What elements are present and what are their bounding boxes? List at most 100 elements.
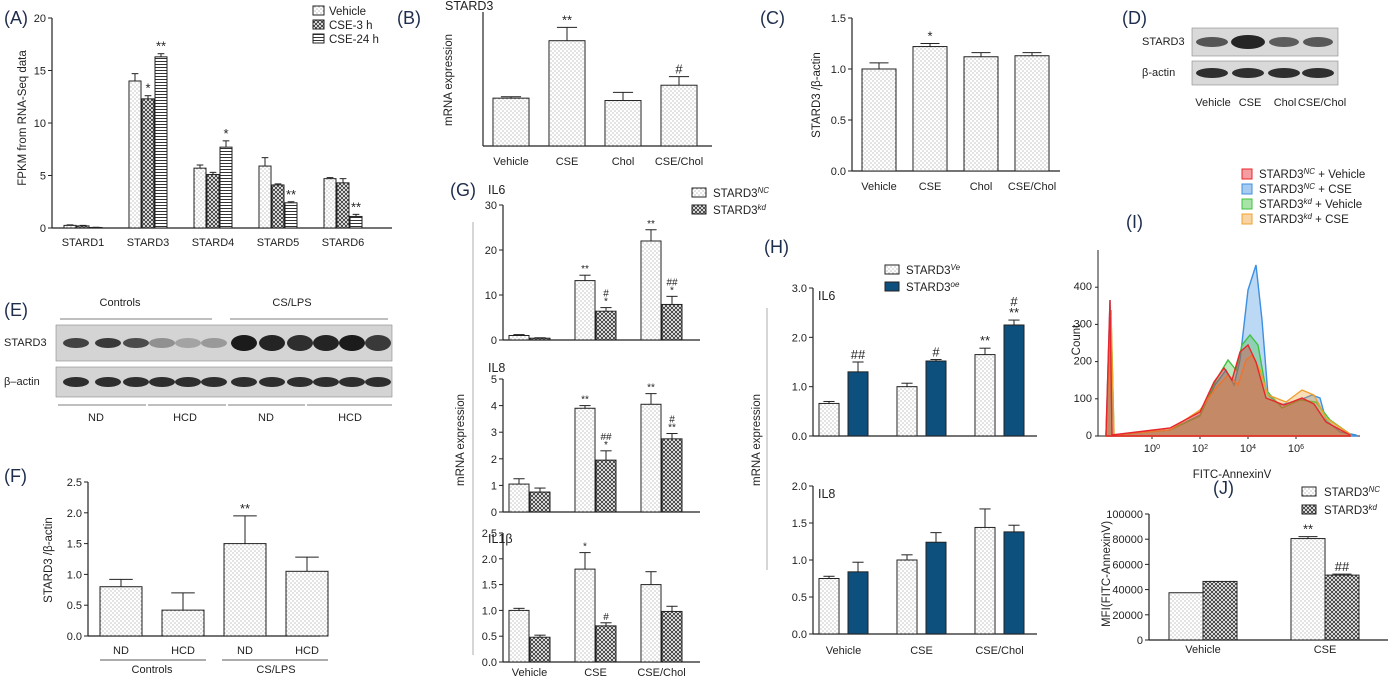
blot-band bbox=[287, 335, 313, 351]
y-tick-label: 20000 bbox=[1112, 610, 1143, 622]
blot-band bbox=[1231, 35, 1265, 49]
bar bbox=[896, 386, 918, 437]
category-label: Chol bbox=[612, 156, 635, 168]
legend-label: STARD3kd bbox=[1324, 503, 1378, 518]
bar bbox=[258, 165, 272, 229]
i-xlabel: FITC-AnnexinV bbox=[1193, 469, 1272, 481]
bar bbox=[193, 167, 207, 229]
legend-swatch-kd-cse bbox=[1241, 213, 1253, 225]
y-tick-label: 10 bbox=[485, 290, 497, 302]
chart-title: STARD3 bbox=[445, 0, 493, 13]
x-tick-label: 104 bbox=[1240, 443, 1256, 455]
blot-row-label: β–actin bbox=[4, 376, 40, 388]
bar bbox=[896, 559, 918, 635]
bar bbox=[640, 403, 662, 513]
bar bbox=[661, 303, 683, 341]
blot-band bbox=[175, 338, 201, 348]
bar bbox=[661, 438, 683, 513]
category-label: CSE/Chol bbox=[975, 645, 1023, 657]
y-tick-label: 400 bbox=[1074, 281, 1092, 293]
significance-label: * bbox=[927, 29, 932, 44]
bar bbox=[1202, 580, 1238, 641]
category-label: CSE/Chol bbox=[637, 667, 685, 679]
blot-band bbox=[1196, 68, 1228, 78]
y-tick-label: 0.0 bbox=[482, 657, 497, 669]
blot-band bbox=[95, 377, 121, 387]
significance-label: ## bbox=[666, 277, 678, 288]
bar bbox=[861, 68, 897, 172]
panel-letter-f: (F) bbox=[4, 466, 27, 486]
legend-label: STARD3kd bbox=[713, 203, 767, 218]
panel-letter-d: (D) bbox=[1122, 8, 1147, 28]
blot-band bbox=[201, 338, 227, 348]
significance-label: ** bbox=[351, 199, 361, 214]
bar bbox=[529, 636, 551, 663]
y-tick-label: 0.0 bbox=[831, 166, 846, 178]
blot-band bbox=[123, 377, 149, 387]
bar bbox=[1003, 531, 1025, 635]
y-tick-label: 0.0 bbox=[792, 431, 807, 443]
y-tick-label: 1.0 bbox=[792, 555, 807, 567]
y-axis-label: FPKM from RNA-Seq data bbox=[17, 50, 29, 186]
bar bbox=[492, 97, 530, 147]
blot-band bbox=[1303, 37, 1333, 47]
bar bbox=[336, 182, 350, 229]
significance-label: ** bbox=[286, 187, 296, 202]
category-label: CSE bbox=[910, 645, 933, 657]
y-tick-label: 2.0 bbox=[792, 481, 807, 493]
bar bbox=[508, 335, 530, 341]
legend-swatch-cse3h bbox=[312, 19, 325, 30]
y-tick-label: 1.5 bbox=[792, 518, 807, 530]
blot-band bbox=[201, 377, 227, 387]
bar bbox=[1014, 55, 1050, 172]
category-label: CSE bbox=[919, 181, 942, 193]
significance-label: ** bbox=[980, 333, 990, 348]
blot-group-label: ND bbox=[88, 412, 104, 424]
y-tick-label: 0.5 bbox=[67, 600, 82, 612]
category-label: HCD bbox=[295, 645, 319, 657]
y-tick-label: 1.5 bbox=[67, 539, 82, 551]
legend-label: STARD3oe bbox=[906, 280, 960, 295]
category-label: STARD1 bbox=[62, 237, 105, 249]
significance-label: * bbox=[145, 81, 150, 96]
y-tick-label: 1.0 bbox=[482, 605, 497, 617]
chart-h-il6: 0.01.02.03.0 IL6## #****# bbox=[792, 283, 1037, 443]
category-label: ND bbox=[237, 645, 253, 657]
legend-swatch-nc bbox=[691, 187, 707, 198]
significance-label: # bbox=[1010, 294, 1018, 309]
bar bbox=[1290, 538, 1326, 641]
blot-band bbox=[313, 335, 339, 351]
category-label: HCD bbox=[171, 645, 195, 657]
category-label: CSE/Chol bbox=[1008, 181, 1056, 193]
y-tick-label: 100 bbox=[1074, 393, 1092, 405]
bar bbox=[925, 360, 947, 437]
y-axis-label: mRNA expression bbox=[443, 34, 455, 126]
bar bbox=[661, 610, 683, 663]
legend-g: STARD3NC STARD3kd bbox=[691, 186, 769, 218]
y-tick-label: 40000 bbox=[1112, 585, 1143, 597]
y-tick-label: 2.5 bbox=[67, 477, 82, 489]
category-label: STARD4 bbox=[192, 237, 235, 249]
bar bbox=[154, 56, 168, 229]
bar bbox=[963, 56, 999, 172]
bar bbox=[595, 459, 617, 513]
blot-band bbox=[175, 377, 201, 387]
blot-lane-label: Vehicle bbox=[1195, 97, 1230, 109]
category-label: ND bbox=[113, 645, 129, 657]
x-tick-label: 106 bbox=[1288, 443, 1304, 455]
bar bbox=[847, 571, 869, 635]
y-tick-label: 0.0 bbox=[67, 631, 82, 643]
y-tick-label: 1.5 bbox=[831, 13, 846, 25]
significance-label: ** bbox=[1303, 522, 1313, 537]
category-label: CSE bbox=[556, 156, 579, 168]
legend-swatch-nc-vehicle bbox=[1241, 168, 1253, 180]
y-tick-label: 2.0 bbox=[792, 332, 807, 344]
y-tick-label: 30 bbox=[485, 200, 497, 212]
blot-band bbox=[231, 335, 257, 351]
bar bbox=[974, 526, 996, 635]
bar bbox=[508, 609, 530, 663]
bar bbox=[284, 202, 298, 229]
y-tick-label: 2.5 bbox=[482, 528, 497, 540]
bar bbox=[349, 215, 363, 229]
